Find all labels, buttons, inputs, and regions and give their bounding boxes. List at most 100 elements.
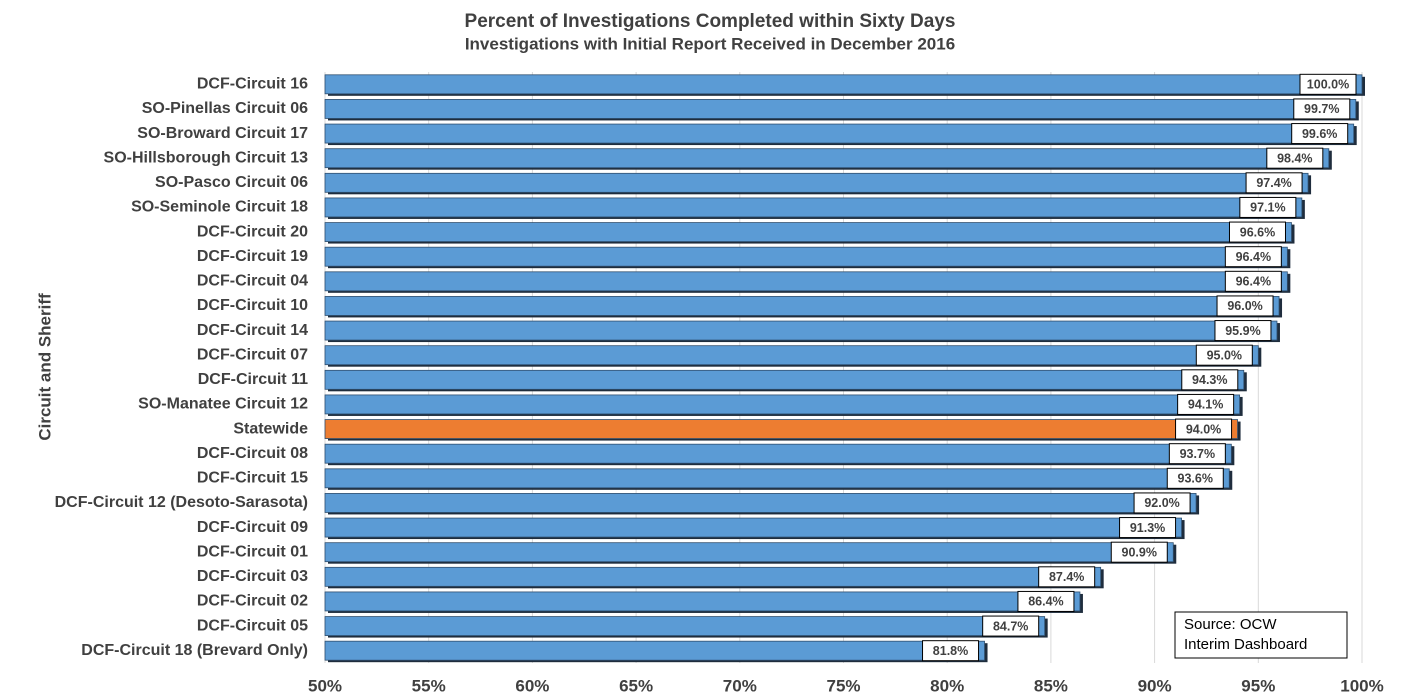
data-label-box	[1038, 566, 1096, 588]
bar	[324, 443, 1232, 464]
bar	[324, 566, 1102, 587]
y-tick-label: SO-Pasco Circuit 06	[155, 174, 308, 191]
y-tick-label: DCF-Circuit 20	[197, 223, 308, 240]
data-label-box	[922, 640, 980, 662]
bar	[324, 320, 1278, 341]
data-label-box	[982, 615, 1040, 637]
x-tick-label: 60%	[515, 676, 549, 695]
bar	[324, 419, 1238, 439]
data-label: 94.3%	[1192, 373, 1227, 387]
y-tick-label: DCF-Circuit 15	[197, 470, 308, 487]
bar	[324, 271, 1288, 292]
bar	[324, 345, 1259, 366]
x-tick-label: 70%	[723, 676, 757, 695]
annotation-box	[1174, 611, 1348, 659]
data-label: 100.0%	[1307, 78, 1349, 92]
bar	[324, 172, 1309, 193]
bar	[324, 246, 1288, 267]
data-label: 93.6%	[1178, 472, 1213, 486]
x-tick-label: 75%	[826, 676, 860, 695]
data-label-box	[1177, 393, 1235, 415]
y-tick-label: DCF-Circuit 01	[197, 543, 308, 560]
y-tick-label: DCF-Circuit 04	[197, 273, 308, 290]
x-tick-label: 95%	[1241, 676, 1275, 695]
y-tick-label: DCF-Circuit 02	[197, 593, 308, 610]
y-tick-label: DCF-Circuit 14	[197, 322, 308, 339]
data-label: 92.0%	[1144, 496, 1179, 510]
bar	[324, 616, 1046, 636]
data-label-box	[1181, 369, 1239, 391]
bar	[324, 148, 1330, 169]
data-label-box	[1119, 517, 1177, 539]
bar	[324, 640, 985, 661]
data-label-box	[1291, 123, 1349, 145]
bar	[324, 369, 1245, 390]
data-label: 97.1%	[1250, 201, 1285, 215]
data-label-box	[1228, 221, 1286, 243]
y-tick-label: SO-Seminole Circuit 18	[131, 199, 308, 216]
y-tick-label: DCF-Circuit 16	[197, 76, 308, 93]
data-label: 84.7%	[993, 619, 1028, 633]
x-tick-label: 55%	[412, 676, 446, 695]
x-tick-label: 85%	[1034, 676, 1068, 695]
data-label: 91.3%	[1130, 521, 1165, 535]
data-label: 96.0%	[1227, 299, 1262, 313]
y-tick-label: DCF-Circuit 03	[197, 568, 308, 585]
data-label-box	[1017, 590, 1075, 612]
bar	[324, 99, 1357, 119]
y-tick-label: DCF-Circuit 18 (Brevard Only)	[81, 642, 308, 659]
y-tick-label: DCF-Circuit 12 (Desoto-Sarasota)	[55, 494, 308, 511]
data-label-box	[1266, 147, 1324, 169]
y-axis-label: Circuit and Sheriff	[35, 293, 54, 441]
chart-subtitle: Investigations with Initial Report Recei…	[465, 34, 955, 53]
y-tick-label: DCF-Circuit 05	[197, 617, 308, 634]
data-label: 96.6%	[1240, 225, 1275, 239]
data-label: 94.1%	[1188, 398, 1223, 412]
y-tick-label: SO-Pinellas Circuit 06	[142, 100, 308, 117]
data-label: 94.0%	[1186, 422, 1221, 436]
bar	[324, 197, 1303, 218]
data-label: 93.7%	[1180, 447, 1215, 461]
data-label: 87.4%	[1049, 570, 1084, 584]
bar	[324, 296, 1280, 316]
data-label: 86.4%	[1028, 595, 1063, 609]
bar	[324, 74, 1363, 95]
data-label: 90.9%	[1122, 545, 1157, 559]
y-tick-label: SO-Hillsborough Circuit 13	[104, 149, 309, 166]
data-label: 95.9%	[1225, 324, 1260, 338]
y-tick-label: DCF-Circuit 19	[197, 248, 308, 265]
bar	[324, 123, 1355, 144]
data-label: 95.0%	[1207, 348, 1242, 362]
x-tick-label: 50%	[308, 676, 342, 695]
data-label: 96.4%	[1236, 275, 1271, 289]
y-tick-label: DCF-Circuit 09	[197, 519, 308, 536]
annotation: Interim Dashboard	[1184, 636, 1307, 653]
data-label-box	[1224, 246, 1282, 268]
x-tick-label: 100%	[1340, 676, 1383, 695]
data-label: 96.4%	[1236, 250, 1271, 264]
x-tick-label: 80%	[930, 676, 964, 695]
y-tick-label: DCF-Circuit 10	[197, 297, 308, 314]
data-label-box	[1166, 467, 1224, 489]
annotation: Source: OCW	[1184, 616, 1277, 633]
data-label-box	[1110, 541, 1168, 563]
bar	[324, 222, 1292, 242]
data-label: 98.4%	[1277, 151, 1312, 165]
bar	[324, 542, 1174, 563]
data-label-box	[1214, 320, 1272, 342]
x-tick-label: 65%	[619, 676, 653, 695]
bar	[324, 394, 1241, 415]
y-tick-label: Statewide	[233, 420, 308, 437]
data-label-box	[1239, 196, 1297, 218]
data-label-box	[1175, 418, 1233, 440]
bar	[324, 591, 1081, 612]
data-label: 81.8%	[933, 644, 968, 658]
data-label-box	[1133, 492, 1191, 514]
bar	[324, 517, 1182, 538]
data-label-box	[1216, 295, 1274, 317]
bar	[324, 468, 1230, 489]
data-label-box	[1299, 73, 1357, 95]
y-tick-label: SO-Manatee Circuit 12	[138, 396, 308, 413]
y-tick-label: DCF-Circuit 07	[197, 346, 308, 363]
